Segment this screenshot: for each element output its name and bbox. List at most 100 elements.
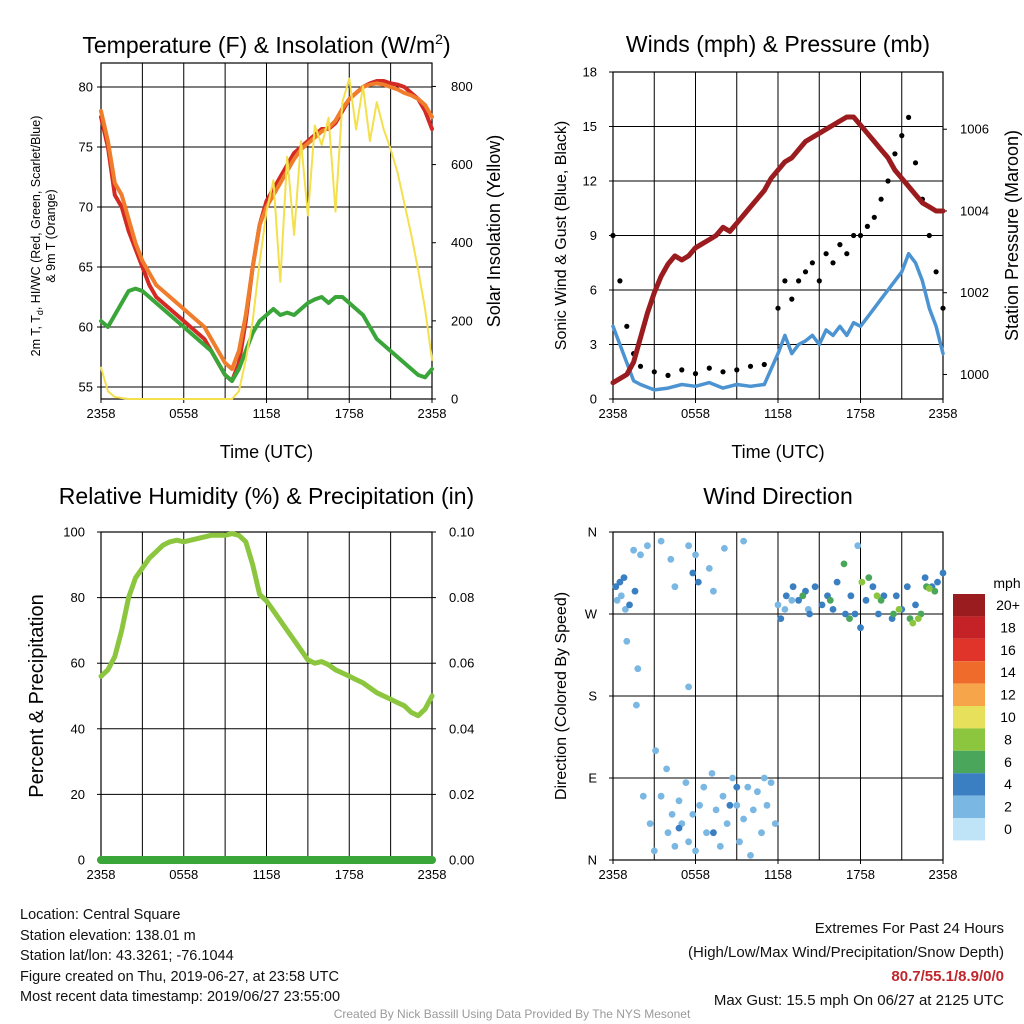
direction-point	[740, 815, 747, 823]
winds-gust-point	[775, 305, 781, 311]
winds-gust-point	[830, 260, 836, 266]
direction-xtick-label: 0558	[681, 867, 710, 882]
direction-xtick-label: 1758	[846, 867, 875, 882]
direction-point	[626, 601, 633, 609]
direction-point	[733, 801, 741, 809]
winds-gust-point	[679, 367, 685, 373]
legend-swatch	[953, 795, 985, 818]
winds-gust-point	[871, 214, 877, 220]
direction-point	[652, 747, 659, 755]
temperature-xtick-label: 0558	[169, 406, 198, 421]
temperature-ytick-label: 75	[79, 140, 93, 155]
humidity-xtick-label: 2358	[87, 867, 116, 882]
direction-point	[767, 779, 775, 786]
winds-xlabel: Time (UTC)	[731, 442, 824, 462]
direction-point	[646, 820, 654, 827]
winds-y2tick-label: 1000	[960, 367, 989, 382]
temperature-ylabel-sub: d	[35, 310, 45, 315]
temperature-xtick-label: 2358	[87, 406, 116, 421]
direction-point	[760, 774, 768, 782]
direction-point	[733, 783, 741, 791]
direction-point	[771, 820, 779, 827]
winds-gust-point	[823, 251, 829, 257]
direction-point	[689, 811, 697, 818]
legend-label: 4	[1004, 776, 1012, 792]
winds-gust-point	[624, 323, 630, 329]
direction-point	[873, 592, 881, 600]
winds-gust-point	[617, 278, 623, 284]
winds-panel: 0 3 6 9 12 15 18 1000 1002 1004 1006 2358 0558 1158 17…	[553, 31, 1022, 462]
legend-label: 12	[1000, 687, 1016, 703]
direction-point	[925, 585, 933, 592]
direction-point	[903, 583, 911, 591]
legend-swatch	[953, 594, 985, 617]
direction-point	[692, 847, 699, 855]
legend-label: 18	[1000, 619, 1016, 635]
direction-point	[857, 624, 864, 632]
temperature-xlabel: Time (UTC)	[220, 442, 313, 462]
humidity-panel: 0 20 40 60 80 100 0.00 0.02 0.04 0.06 0.08 0.10 2358…	[26, 483, 474, 882]
direction-point	[664, 829, 672, 837]
direction-point	[657, 537, 665, 545]
humidity-y2tick-label: 0.10	[449, 525, 474, 540]
legend-label: 8	[1004, 731, 1012, 747]
direction-point	[630, 546, 637, 554]
winds-gust-point	[610, 232, 616, 239]
winds-gust-point	[899, 133, 905, 139]
legend-label: 10	[1000, 709, 1016, 725]
temperature-xtick-label: 1758	[335, 406, 364, 421]
direction-point	[634, 665, 642, 673]
direction-point	[729, 774, 736, 782]
legend-swatch	[953, 706, 985, 729]
direction-point	[869, 583, 877, 591]
direction-point	[854, 542, 862, 550]
max-gust-text: Max Gust: 15.5 mph On 06/27 at 2125 UTC	[713, 992, 1004, 1009]
direction-point	[846, 615, 853, 622]
humidity-title: Relative Humidity (%) & Precipitation (i…	[59, 483, 474, 509]
winds-y2tick-label: 1006	[960, 122, 989, 137]
direction-point	[892, 592, 900, 600]
direction-point	[744, 783, 752, 791]
winds-gust-point	[734, 367, 740, 373]
direction-point	[806, 610, 813, 618]
direction-point	[890, 610, 897, 618]
humidity-xtick-label: 1158	[253, 867, 281, 882]
winds-ytick-label: 3	[590, 337, 597, 352]
direction-point	[668, 811, 676, 818]
temperature-ylabel-right: Solar Insolation (Yellow)	[484, 135, 504, 327]
temperature-ylabel-part: 2m T, T	[29, 315, 43, 357]
humidity-y2tick-label: 0.04	[449, 721, 474, 736]
winds-gust-point	[926, 232, 932, 239]
temperature-ytick-label: 65	[79, 260, 93, 275]
direction-point	[842, 610, 849, 618]
direction-ytick-label: W	[585, 607, 598, 622]
direction-point	[789, 583, 797, 591]
temperature-y2tick-label: 600	[451, 157, 473, 172]
direction-point	[865, 574, 873, 581]
direction-point	[639, 792, 647, 800]
direction-point	[799, 592, 807, 600]
direction-point	[616, 578, 624, 586]
temperature-xtick-label: 1158	[253, 406, 281, 421]
winds-ytick-label: 15	[583, 119, 597, 134]
direction-point	[818, 601, 826, 609]
winds-ylabel-left: Sonic Wind & Gust (Blue, Black)	[553, 121, 570, 350]
elevation-text: Station elevation: 138.01 m	[20, 927, 196, 944]
legend-swatch	[953, 773, 985, 796]
legend-swatch	[953, 818, 985, 841]
legend-label: 16	[1000, 642, 1016, 658]
direction-point	[712, 806, 720, 814]
winds-gust-point	[816, 278, 822, 284]
direction-point	[663, 765, 670, 773]
direction-point	[763, 801, 771, 809]
winds-gust-point	[802, 269, 809, 275]
temperature-ytick-label: 80	[79, 80, 93, 95]
temperature-ylabel-part: , HI/WC (Red, Green, Scarlet/Blue)	[29, 116, 43, 311]
temperature-ylabel-left-line2: & 9m T (Orange)	[44, 189, 58, 282]
direction-point	[613, 596, 621, 604]
humidity-y2tick-label: 0.08	[449, 590, 474, 605]
direction-point	[774, 601, 782, 609]
direction-point	[685, 683, 692, 691]
direction-point	[749, 806, 757, 814]
